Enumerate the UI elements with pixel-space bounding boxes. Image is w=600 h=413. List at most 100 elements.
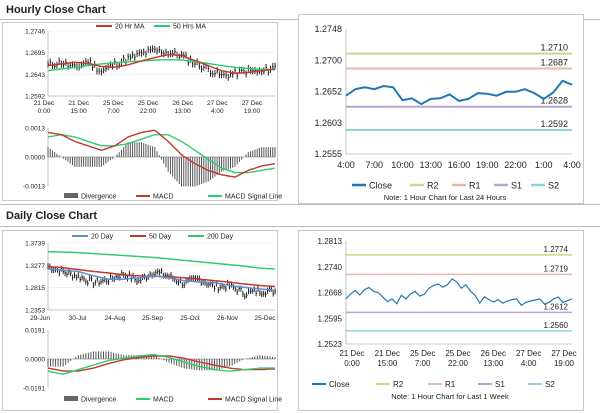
hourly-price-y-tick: 1.2592 — [25, 94, 45, 101]
hourly-price-x-tick-date: 25 Dec — [138, 100, 159, 107]
week-close-line — [345, 278, 573, 307]
daily-macd-y-tick: -0.0191 — [23, 386, 45, 393]
daily-price-y-tick: 1.2353 — [25, 308, 45, 315]
week-level-label: 1.2774 — [544, 245, 569, 254]
last24-legend-label: R2 — [427, 181, 439, 191]
week-x-tick-time: 4:00 — [521, 359, 537, 368]
last24-x-tick: 22:00 — [504, 160, 527, 170]
last24-x-tick: 16:00 — [448, 160, 471, 170]
hourly-50hr-ma-line — [47, 58, 276, 72]
week-x-tick-time: 13:00 — [483, 359, 504, 368]
daily-price-y-tick: 1.3277 — [25, 263, 45, 270]
last24-level-label: 1.2710 — [540, 43, 568, 53]
daily-price-legend-label: 20 Day — [91, 234, 114, 241]
daily-price-x-tick: 30-Jul — [69, 315, 87, 322]
hourly-price-x-tick-time: 4:00 — [211, 108, 224, 115]
hourly-price-x-tick-time: 0:00 — [38, 108, 51, 115]
week-x-tick-time: 15:00 — [377, 359, 398, 368]
daily-macd-y-tick: 0.0191 — [25, 328, 45, 335]
week-x-tick-date: 25 Dec — [445, 349, 470, 358]
week-y-tick: 1.2523 — [318, 340, 343, 349]
daily-price-legend-label: 50 Day — [149, 234, 172, 241]
week-x-tick-time: 19:00 — [554, 359, 575, 368]
week-y-tick: 1.2813 — [318, 237, 343, 246]
week-legend-label: S1 — [495, 380, 505, 389]
last24-legend-label: R1 — [469, 181, 481, 191]
hourly-right-panel — [298, 14, 584, 204]
last24-note: Note: 1 Hour Chart for Last 24 Hours — [384, 193, 507, 202]
daily-price-y-tick: 1.3739 — [25, 241, 45, 248]
last24-level-label: 1.2687 — [540, 58, 568, 68]
hourly-price-x-tick-date: 25 Dec — [103, 100, 124, 107]
last24-level-label: 1.2592 — [540, 119, 568, 129]
section-separator — [0, 204, 600, 205]
hourly-price-y-tick: 1.2643 — [25, 72, 45, 79]
week-x-tick-time: 7:00 — [415, 359, 431, 368]
hourly-macd-y-tick: -0.0013 — [23, 184, 45, 191]
week-note: Note: 1 Hour Chart for Last 1 Week — [391, 392, 509, 401]
daily-macd-legend-label: MACD — [153, 397, 174, 404]
last24-x-tick: 7:00 — [365, 160, 383, 170]
daily-price-x-tick: 25-Oct — [180, 315, 200, 322]
hourly-price-x-tick-time: 7:00 — [107, 108, 120, 115]
last24-y-tick: 1.2748 — [314, 24, 342, 34]
last24-x-tick: 4:00 — [563, 160, 581, 170]
hourly-price-x-tick-time: 15:00 — [71, 108, 88, 115]
hourly-price-legend-label: 20 Hr MA — [115, 24, 145, 31]
hourly-price-y-tick: 1.2695 — [25, 50, 45, 57]
hourly-price-x-tick-date: 27 Dec — [207, 100, 228, 107]
hourly-macd-legend-swatch — [64, 193, 78, 198]
last24-y-tick: 1.2652 — [314, 87, 342, 97]
week-level-label: 1.2612 — [544, 302, 569, 311]
hourly-macd-line — [47, 129, 276, 178]
week-x-tick-date: 27 Dec — [516, 349, 541, 358]
week-y-tick: 1.2740 — [318, 263, 343, 272]
hourly-macd-legend-label: MACD Signal Line — [225, 194, 282, 201]
week-x-tick-date: 26 Dec — [481, 349, 506, 358]
hourly-price-x-tick-date: 21 Dec — [34, 100, 55, 107]
last24-level-label: 1.2628 — [540, 96, 568, 106]
last24-x-tick: 13:00 — [419, 160, 442, 170]
daily-price-x-tick: 25-Sep — [142, 315, 163, 322]
last24-x-tick: 19:00 — [476, 160, 499, 170]
week-x-tick-date: 25 Dec — [410, 349, 435, 358]
daily-price-x-tick: 24-Aug — [105, 315, 126, 322]
daily-price-x-tick: 25-Dec — [255, 315, 277, 322]
hourly-price-x-tick-time: 19:00 — [244, 108, 261, 115]
hourly-price-x-tick-date: 21 Dec — [68, 100, 89, 107]
hourly-section-title: Hourly Close Chart — [6, 4, 106, 16]
hourly-price-x-tick-date: 27 Dec — [242, 100, 263, 107]
week-legend-label: R1 — [445, 380, 456, 389]
daily-section-title: Daily Close Chart — [6, 210, 98, 222]
hourly-macd-signal-line — [47, 133, 276, 174]
last24-y-tick: 1.2700 — [314, 55, 342, 65]
daily-200day-ma-line — [47, 250, 276, 270]
last24-x-tick: 10:00 — [391, 160, 414, 170]
hourly-price-x-tick-time: 22:00 — [140, 108, 157, 115]
last24-legend-label: S2 — [548, 181, 559, 191]
last24-legend-label: Close — [369, 181, 392, 191]
week-level-label: 1.2719 — [544, 264, 569, 273]
week-y-tick: 1.2668 — [318, 289, 343, 298]
daily-macd-legend-swatch — [64, 396, 78, 401]
daily-price-y-tick: 1.2815 — [25, 285, 45, 292]
hourly-macd-y-tick: 0.0000 — [25, 155, 45, 162]
week-legend-label: S2 — [545, 380, 555, 389]
week-legend-label: Close — [329, 380, 350, 389]
hourly-price-y-tick: 1.2746 — [25, 29, 45, 36]
hourly-price-x-tick-date: 26 Dec — [172, 100, 193, 107]
daily-right-panel — [298, 230, 584, 411]
daily-macd-legend-label: Divergence — [81, 397, 117, 404]
last24-y-tick: 1.2603 — [314, 118, 342, 128]
last24-y-tick: 1.2555 — [314, 149, 342, 159]
hourly-price-legend-label: 50 Hrs MA — [173, 24, 206, 31]
hourly-macd-legend-label: Divergence — [81, 194, 117, 201]
hourly-macd-legend-label: MACD — [153, 194, 174, 201]
daily-price-x-tick: 29-Jun — [30, 315, 50, 322]
hourly-price-x-tick-time: 13:00 — [175, 108, 192, 115]
daily-macd-legend-label: MACD Signal Line — [225, 397, 282, 404]
daily-20day-ma-line — [47, 268, 276, 292]
week-level-label: 1.2560 — [544, 321, 569, 330]
last24-x-tick: 1:00 — [535, 160, 553, 170]
